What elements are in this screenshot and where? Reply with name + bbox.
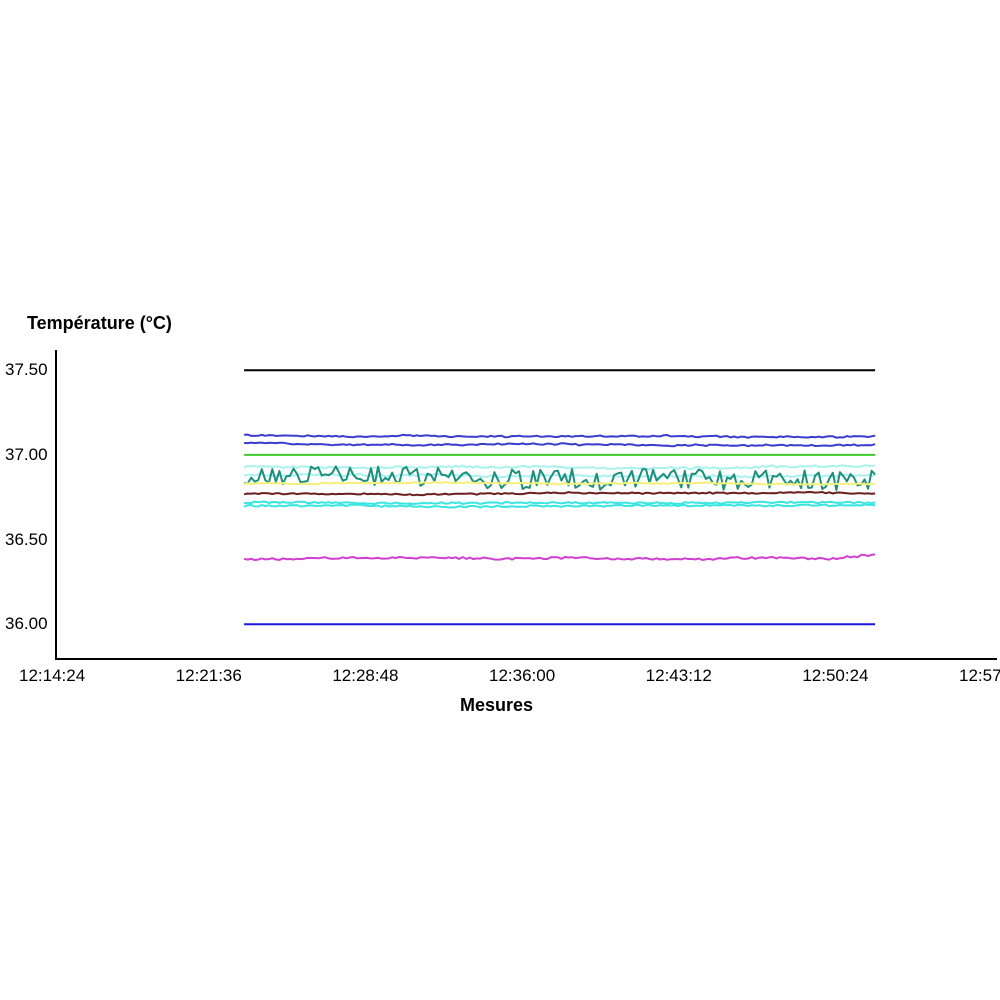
series-blue-a — [244, 435, 875, 438]
x-axis-title: Mesures — [460, 695, 533, 716]
x-tick-label: 12:14:24 — [19, 666, 85, 686]
plot-svg — [57, 350, 997, 658]
x-tick-label: 12:36:00 — [489, 666, 555, 686]
y-tick-label: 36.50 — [5, 530, 48, 550]
series-teal-jagged — [244, 466, 875, 490]
series-yellow — [244, 482, 875, 485]
x-tick-label: 12:28:48 — [332, 666, 398, 686]
series-cyan-b — [244, 505, 875, 508]
y-tick-label: 37.00 — [5, 445, 48, 465]
y-tick-label: 37.50 — [5, 360, 48, 380]
plot-area — [55, 350, 997, 660]
x-tick-label: 12:43:12 — [646, 666, 712, 686]
temperature-chart: Température (°C) Mesures 12:14:24 12:21:3… — [0, 0, 1000, 1000]
x-tick-label: 12:50:24 — [802, 666, 868, 686]
series-blue-b — [244, 443, 875, 447]
x-tick-label: 12:57:36 — [959, 666, 1000, 686]
series-cyan-light-a — [244, 465, 875, 469]
series-cyan-a — [244, 502, 875, 505]
y-axis-title: Température (°C) — [27, 313, 172, 334]
series-magenta — [244, 555, 875, 561]
y-tick-label: 36.00 — [5, 614, 48, 634]
x-tick-label: 12:21:36 — [176, 666, 242, 686]
series-maroon — [244, 492, 875, 495]
